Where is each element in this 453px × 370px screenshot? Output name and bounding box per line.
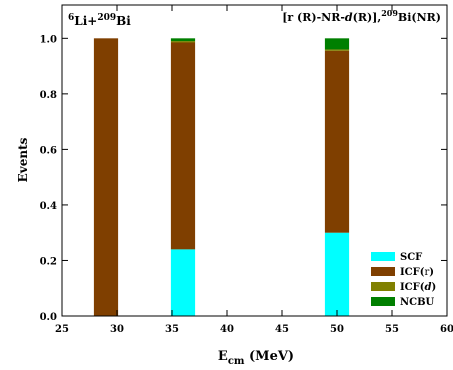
x-tick-label-3: 40: [220, 324, 234, 335]
channel-label-t3: (R)],: [353, 11, 382, 24]
x-tick-label-6: 55: [385, 324, 399, 335]
channel-label: [r (R)-NR-d(R)],209Bi(NR): [282, 8, 441, 24]
axis-ticks: 25 30 35 40 45 50 55 60 0.0 0.2 0.4 0.6 0.8 1.0: [40, 5, 453, 335]
x-tick-label-0: 25: [55, 324, 69, 335]
legend-swatch-1: [371, 267, 395, 276]
legend-swatch-3: [371, 297, 395, 306]
channel-label-t2: d: [345, 11, 353, 24]
bar-segment-1-2: [324, 50, 350, 233]
bar-segment-3-2: [324, 38, 350, 50]
legend-swatch-0: [371, 252, 395, 261]
x-tick-label-7: 60: [440, 324, 453, 335]
y-tick-label-5: 1.0: [40, 34, 57, 45]
x-axis-title-main: E: [218, 349, 228, 364]
reaction-label-sup1: 6: [68, 13, 74, 23]
x-axis-title: Ecm (MeV): [218, 349, 294, 367]
reaction-label-t2: Bi: [116, 14, 131, 28]
legend-label-2: ICF(d): [400, 282, 436, 293]
x-axis-title-sub: cm: [228, 356, 245, 367]
bar-segment-3-1: [170, 38, 196, 42]
legend-label-3: NCBU: [400, 297, 435, 308]
y-axis-title: Events: [16, 137, 30, 182]
bar-segment-0-2: [324, 232, 350, 316]
legend-swatch-2: [371, 282, 395, 291]
x-tick-label-1: 30: [110, 324, 124, 335]
bar-segment-1-0: [93, 38, 119, 316]
x-axis-title-units: (MeV): [245, 349, 295, 364]
bar-segment-2-2: [324, 49, 350, 51]
legend-label-0: SCF: [400, 252, 422, 263]
legend-label-1: ICF(r): [400, 267, 434, 278]
channel-label-t4: Bi(NR): [398, 11, 441, 24]
bar-segment-2-1: [170, 41, 196, 43]
reaction-label-sup2: 209: [97, 13, 116, 23]
channel-label-sup: 209: [381, 8, 398, 18]
legend: SCF ICF(r) ICF(d) NCBU: [371, 252, 436, 308]
bar-segment-0-1: [170, 249, 196, 316]
plot-frame: [61, 4, 448, 317]
bars-layer: [93, 38, 350, 316]
x-tick-label-5: 50: [330, 324, 344, 335]
channel-label-t1: [r (R)-NR-: [282, 11, 345, 24]
y-tick-label-4: 0.8: [40, 90, 57, 101]
x-tick-label-2: 35: [165, 324, 179, 335]
y-tick-label-3: 0.6: [40, 145, 57, 156]
reaction-label: 6Li+209Bi: [68, 13, 131, 28]
y-tick-label-1: 0.2: [40, 256, 57, 267]
y-tick-label-0: 0.0: [40, 312, 57, 323]
bar-segment-1-1: [170, 42, 196, 250]
y-tick-label-2: 0.4: [40, 201, 57, 212]
x-tick-label-4: 45: [275, 324, 289, 335]
reaction-label-t1: Li+: [74, 14, 97, 28]
